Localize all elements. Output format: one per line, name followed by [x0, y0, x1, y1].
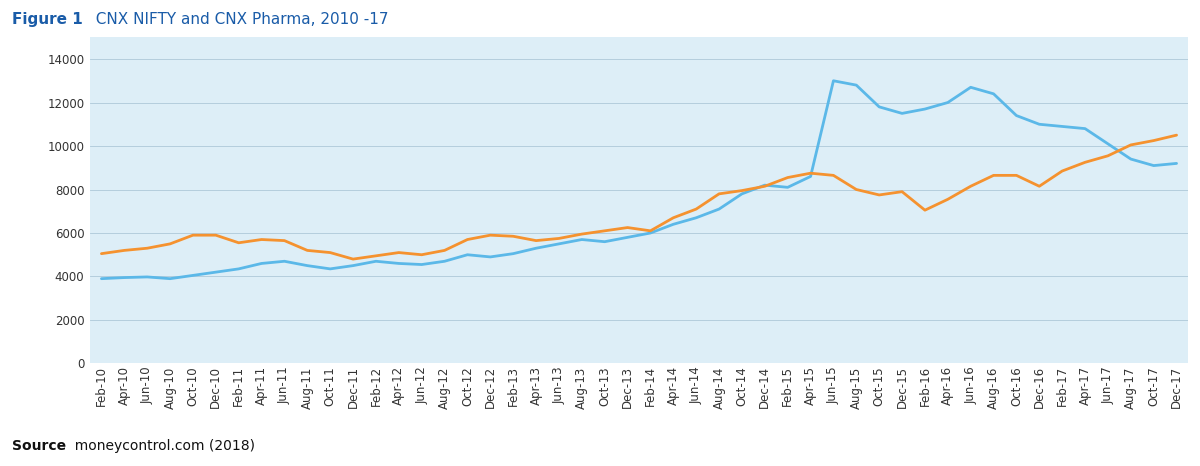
Text: Figure 1: Figure 1 — [12, 12, 83, 27]
Text: Source: Source — [12, 439, 66, 453]
Text: CNX NIFTY and CNX Pharma, 2010 -17: CNX NIFTY and CNX Pharma, 2010 -17 — [86, 12, 389, 27]
Text: moneycontrol.com (2018): moneycontrol.com (2018) — [66, 439, 256, 453]
